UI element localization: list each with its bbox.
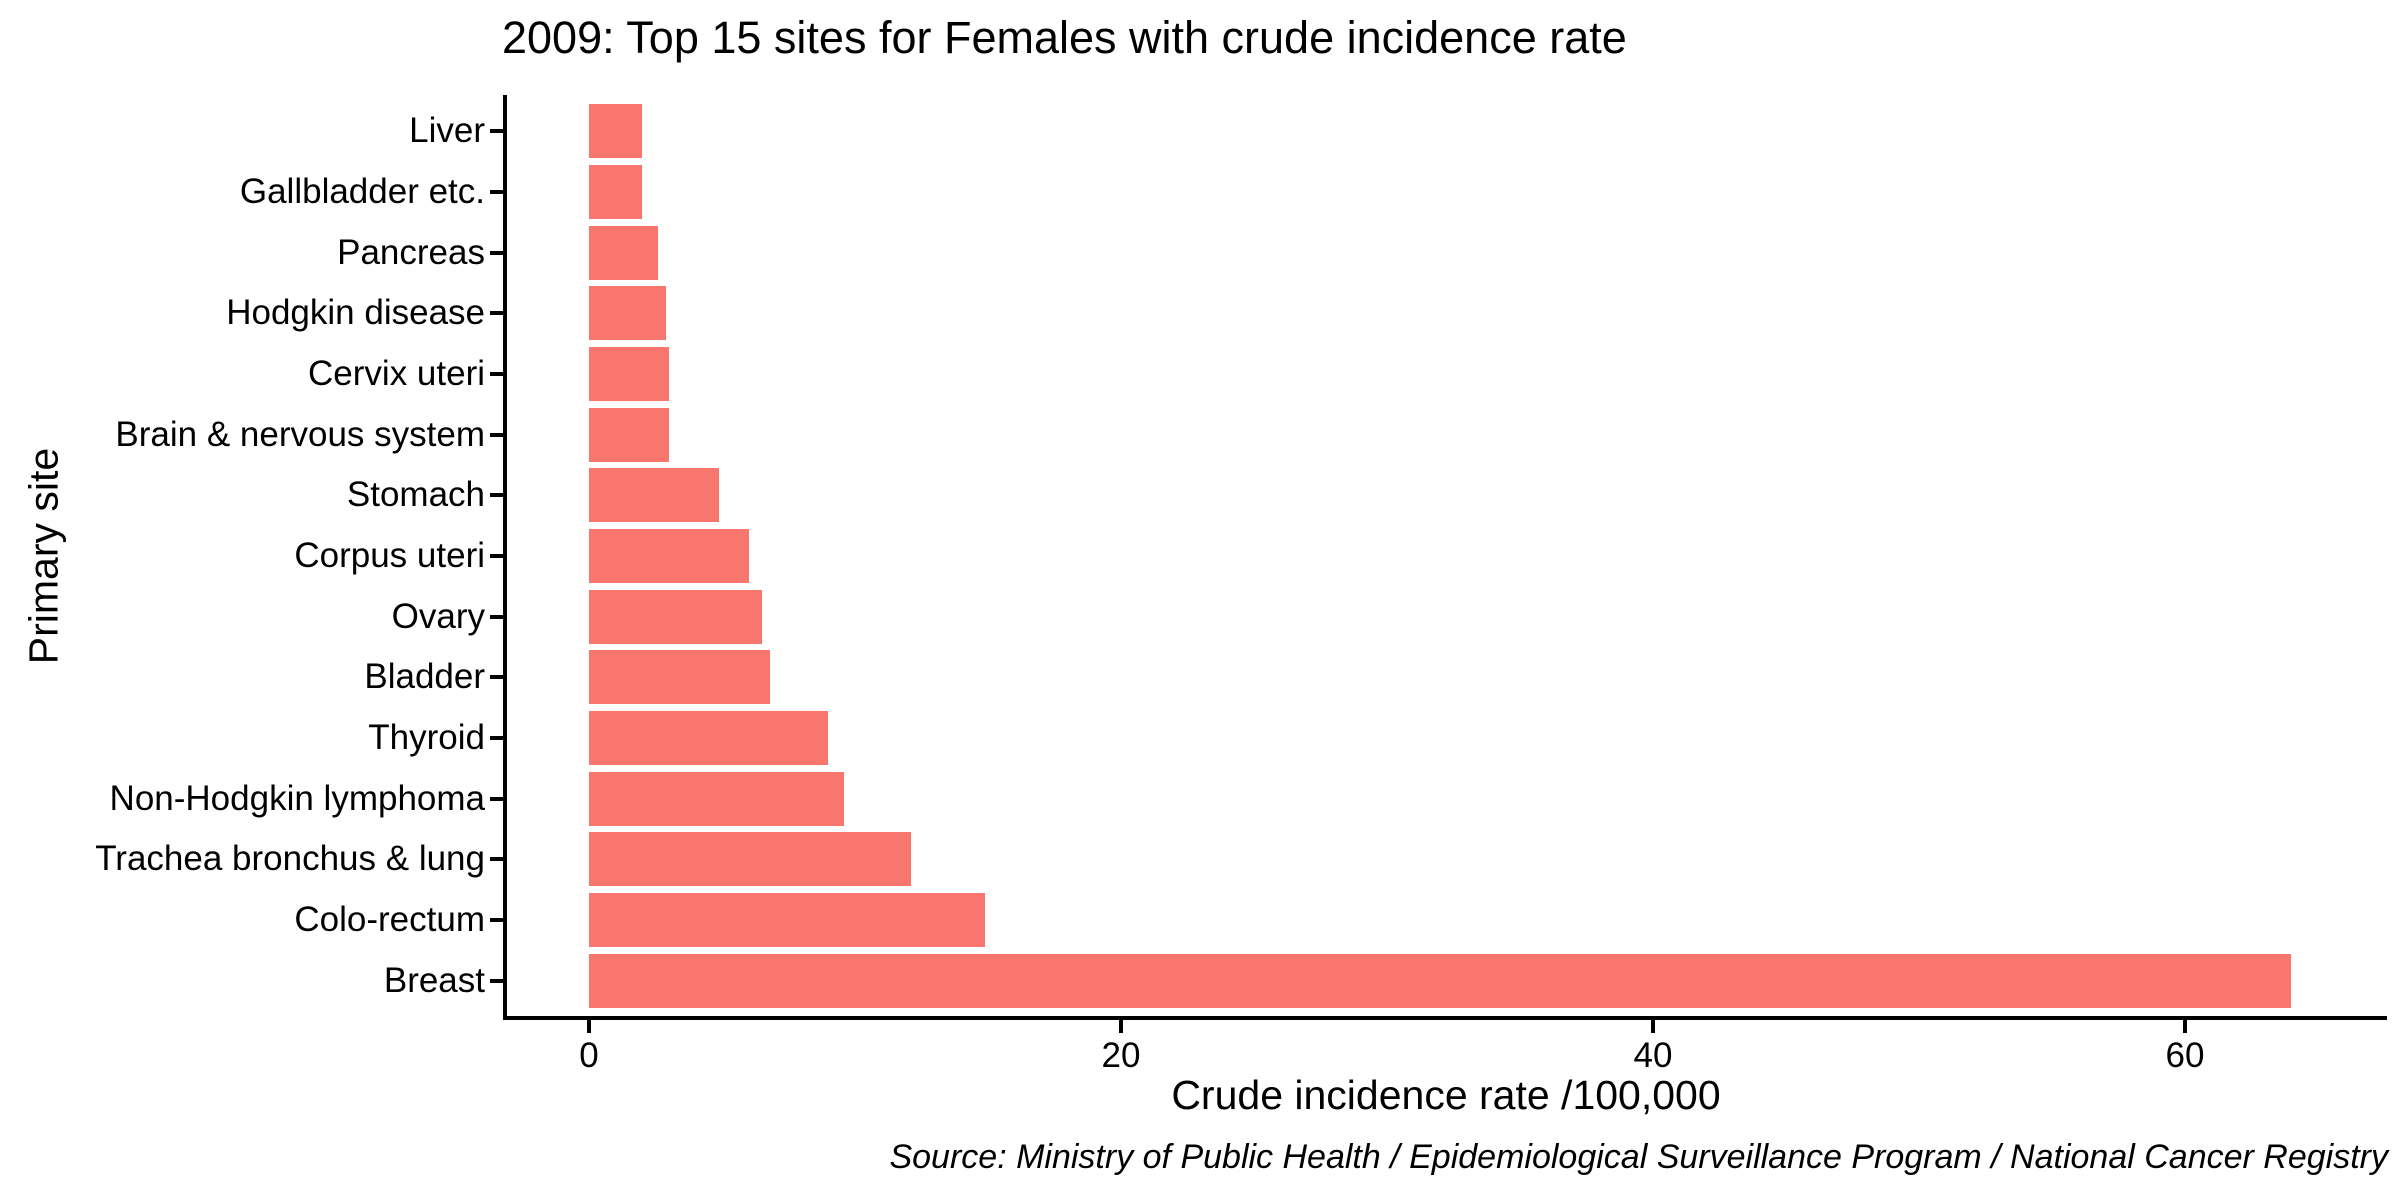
category-label-thyroid: Thyroid	[368, 717, 485, 757]
bar-thyroid	[589, 710, 829, 765]
y-tick-mark	[490, 735, 503, 740]
category-label-liver: Liver	[409, 111, 485, 151]
category-label-gallbladder-etc: Gallbladder etc.	[239, 172, 485, 212]
category-label-colo-rectum: Colo-rectum	[294, 899, 485, 939]
y-tick-mark	[490, 554, 503, 558]
bar-corpus-uteri	[589, 529, 749, 583]
bar-pancreas	[589, 225, 659, 280]
y-tick-mark	[490, 190, 503, 195]
category-label-hodgkin-disease: Hodgkin disease	[226, 293, 485, 333]
y-tick-mark	[490, 129, 503, 134]
category-label-trachea-bronchus-lung: Trachea bronchus & lung	[95, 839, 485, 879]
chart-title: 2009: Top 15 sites for Females with crud…	[502, 12, 1627, 63]
x-tick-mark	[2183, 1020, 2187, 1033]
category-label-corpus-uteri: Corpus uteri	[294, 536, 485, 575]
bar-non-hodgkin-lymphoma	[589, 771, 845, 826]
y-tick-mark	[490, 311, 503, 316]
x-axis-title: Crude incidence rate /100,000	[1171, 1072, 1721, 1118]
bar-colo-rectum	[589, 892, 986, 947]
x-axis-line	[503, 1016, 2387, 1020]
x-tick-label-60: 60	[2165, 1036, 2205, 1075]
category-label-non-hodgkin-lymphoma: Non-Hodgkin lymphoma	[109, 778, 485, 818]
category-label-brain-nervous-system: Brain & nervous system	[115, 414, 485, 454]
source-note: Source: Ministry of Public Health / Epid…	[889, 1138, 2388, 1176]
y-tick-mark	[490, 675, 503, 680]
y-tick-mark	[490, 978, 503, 983]
y-axis-line	[503, 95, 507, 1020]
y-tick-mark	[490, 493, 503, 498]
bar-hodgkin-disease	[589, 286, 667, 341]
bar-breast	[589, 953, 2292, 1008]
category-label-ovary: Ovary	[391, 596, 485, 636]
x-tick-label-0: 0	[579, 1036, 599, 1075]
bar-brain-nervous-system	[589, 407, 669, 462]
y-tick-mark	[490, 372, 503, 377]
y-tick-mark	[490, 250, 503, 255]
bar-gallbladder-etc	[589, 165, 643, 220]
y-tick-mark	[490, 432, 503, 437]
bar-bladder	[589, 650, 770, 705]
category-label-bladder: Bladder	[364, 657, 485, 697]
y-tick-mark	[490, 614, 503, 619]
bar-liver	[589, 104, 643, 159]
x-tick-label-20: 20	[1101, 1036, 1141, 1075]
category-label-pancreas: Pancreas	[337, 232, 485, 272]
y-tick-mark	[490, 917, 503, 922]
category-label-breast: Breast	[383, 960, 485, 1000]
bar-trachea-bronchus-lung	[589, 832, 911, 887]
bar-cervix-uteri	[589, 347, 669, 402]
y-tick-mark	[490, 796, 503, 801]
category-label-stomach: Stomach	[346, 475, 485, 515]
y-axis-title: Primary site	[20, 447, 67, 665]
category-label-cervix-uteri: Cervix uteri	[308, 354, 485, 394]
x-tick-mark	[1651, 1020, 1655, 1033]
x-tick-mark	[587, 1020, 591, 1033]
y-tick-mark	[490, 857, 503, 862]
x-tick-mark	[1119, 1020, 1123, 1033]
x-tick-label-40: 40	[1633, 1036, 1673, 1075]
bar-ovary	[589, 589, 762, 644]
bar-stomach	[589, 468, 720, 523]
